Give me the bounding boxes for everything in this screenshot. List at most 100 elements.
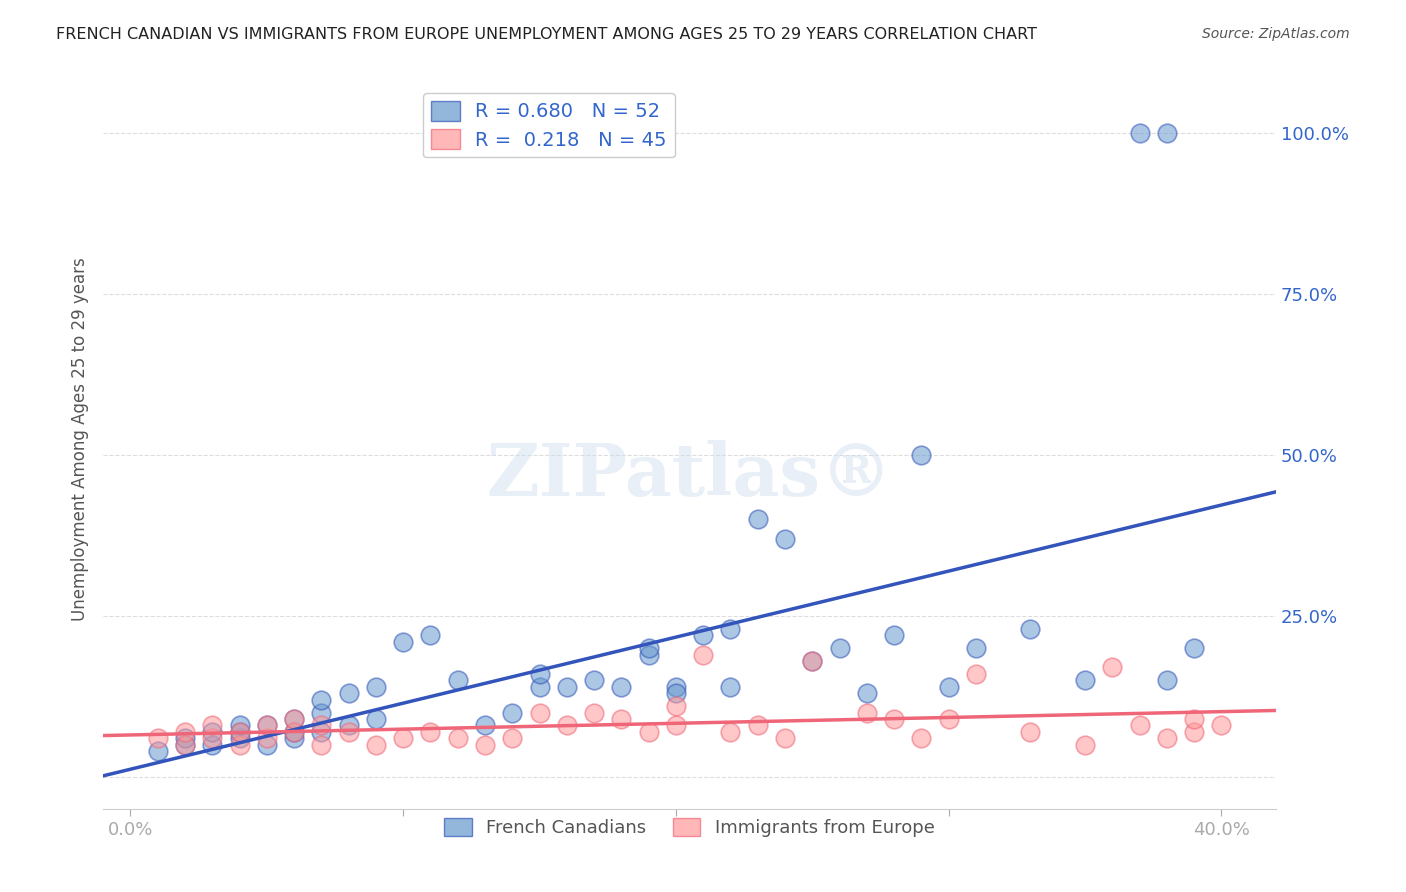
Point	[555, 718, 578, 732]
Point	[174, 731, 197, 746]
Text: ZIPatlas®: ZIPatlas®	[486, 441, 893, 511]
Point	[1019, 724, 1042, 739]
Point	[228, 724, 250, 739]
Point	[474, 738, 496, 752]
Point	[174, 738, 197, 752]
Point	[692, 628, 714, 642]
Point	[910, 731, 932, 746]
Point	[1156, 126, 1178, 140]
Point	[283, 712, 305, 726]
Point	[665, 718, 688, 732]
Point	[146, 731, 169, 746]
Point	[1156, 731, 1178, 746]
Point	[1156, 673, 1178, 688]
Point	[337, 686, 360, 700]
Point	[692, 648, 714, 662]
Point	[1182, 712, 1205, 726]
Point	[228, 718, 250, 732]
Point	[583, 706, 606, 720]
Text: FRENCH CANADIAN VS IMMIGRANTS FROM EUROPE UNEMPLOYMENT AMONG AGES 25 TO 29 YEARS: FRENCH CANADIAN VS IMMIGRANTS FROM EUROP…	[56, 27, 1038, 42]
Point	[610, 680, 633, 694]
Text: Source: ZipAtlas.com: Source: ZipAtlas.com	[1202, 27, 1350, 41]
Point	[283, 712, 305, 726]
Point	[311, 706, 333, 720]
Point	[555, 680, 578, 694]
Point	[447, 731, 470, 746]
Point	[146, 744, 169, 758]
Point	[201, 731, 224, 746]
Point	[311, 718, 333, 732]
Point	[228, 731, 250, 746]
Point	[1074, 673, 1097, 688]
Point	[174, 738, 197, 752]
Point	[1129, 126, 1152, 140]
Point	[720, 680, 742, 694]
Point	[665, 680, 688, 694]
Point	[773, 731, 796, 746]
Point	[311, 692, 333, 706]
Point	[529, 680, 551, 694]
Point	[501, 731, 523, 746]
Point	[965, 641, 987, 656]
Point	[883, 628, 905, 642]
Point	[883, 712, 905, 726]
Point	[1101, 660, 1123, 674]
Point	[283, 724, 305, 739]
Point	[283, 731, 305, 746]
Point	[256, 731, 278, 746]
Point	[337, 718, 360, 732]
Point	[1182, 641, 1205, 656]
Point	[419, 724, 441, 739]
Point	[1182, 724, 1205, 739]
Point	[1211, 718, 1233, 732]
Point	[501, 706, 523, 720]
Point	[965, 666, 987, 681]
Point	[337, 724, 360, 739]
Point	[1129, 718, 1152, 732]
Point	[1074, 738, 1097, 752]
Point	[392, 634, 415, 648]
Point	[283, 724, 305, 739]
Point	[938, 680, 960, 694]
Point	[583, 673, 606, 688]
Point	[938, 712, 960, 726]
Point	[174, 724, 197, 739]
Point	[747, 718, 769, 732]
Point	[773, 532, 796, 546]
Point	[1019, 622, 1042, 636]
Point	[201, 738, 224, 752]
Point	[637, 648, 659, 662]
Point	[364, 738, 387, 752]
Point	[256, 738, 278, 752]
Point	[828, 641, 851, 656]
Point	[228, 738, 250, 752]
Point	[201, 718, 224, 732]
Point	[637, 724, 659, 739]
Point	[637, 641, 659, 656]
Point	[610, 712, 633, 726]
Point	[419, 628, 441, 642]
Point	[474, 718, 496, 732]
Point	[529, 706, 551, 720]
Point	[801, 654, 824, 668]
Point	[364, 680, 387, 694]
Point	[256, 718, 278, 732]
Point	[856, 686, 879, 700]
Point	[856, 706, 879, 720]
Legend: French Canadians, Immigrants from Europe: French Canadians, Immigrants from Europe	[437, 811, 942, 845]
Point	[364, 712, 387, 726]
Point	[720, 622, 742, 636]
Point	[311, 724, 333, 739]
Point	[201, 724, 224, 739]
Point	[665, 686, 688, 700]
Point	[910, 448, 932, 462]
Point	[447, 673, 470, 688]
Point	[529, 666, 551, 681]
Y-axis label: Unemployment Among Ages 25 to 29 years: Unemployment Among Ages 25 to 29 years	[72, 257, 89, 621]
Point	[747, 512, 769, 526]
Point	[665, 699, 688, 714]
Point	[228, 724, 250, 739]
Point	[801, 654, 824, 668]
Point	[720, 724, 742, 739]
Point	[311, 738, 333, 752]
